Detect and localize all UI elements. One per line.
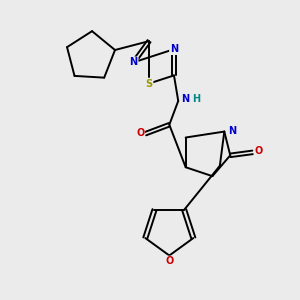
Text: N: N [228, 126, 236, 136]
Text: N: N [182, 94, 190, 104]
Text: O: O [165, 256, 173, 266]
Text: H: H [192, 94, 200, 104]
Text: N: N [130, 57, 138, 67]
Text: N: N [170, 44, 178, 54]
Text: S: S [146, 79, 153, 88]
Text: O: O [136, 128, 144, 138]
Text: O: O [255, 146, 263, 157]
